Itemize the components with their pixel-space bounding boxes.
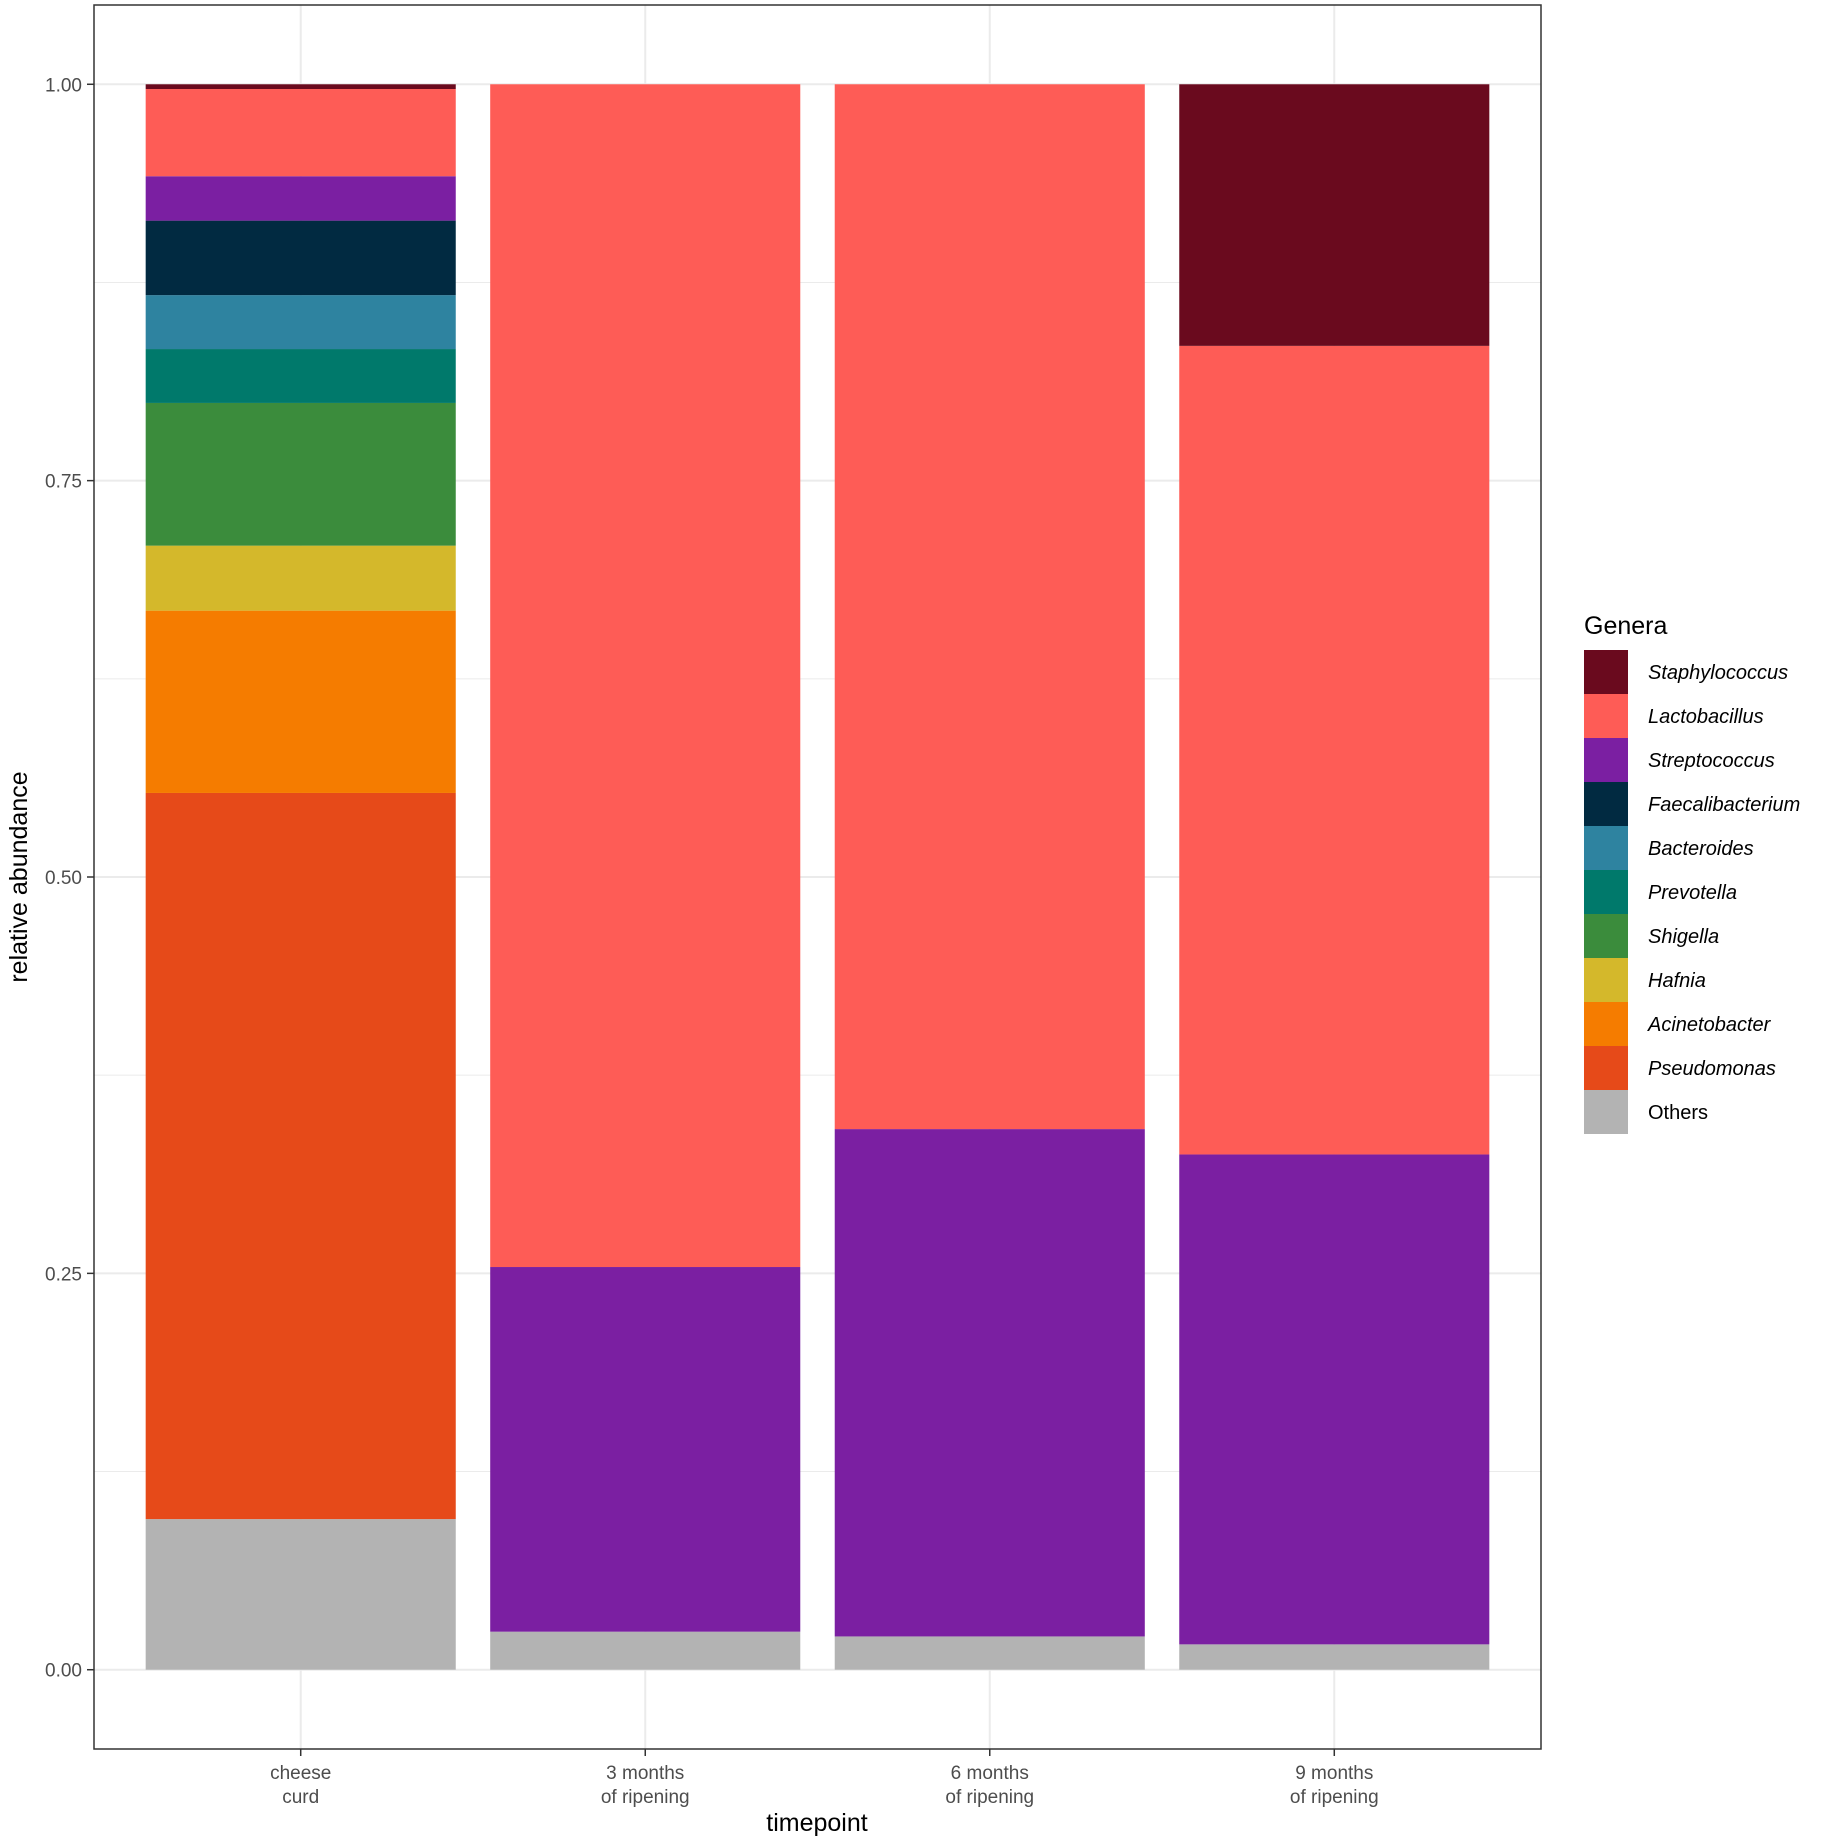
bar-segment-lactobacillus-3 [1179, 345, 1490, 1155]
x-tick-label: cheese [270, 1763, 331, 1784]
bar-segment-lactobacillus-2 [834, 84, 1145, 1130]
legend-label: Prevotella [1648, 882, 1737, 904]
legend-key-lactobacillus [1584, 694, 1628, 738]
y-axis-title: relative abundance [5, 771, 33, 982]
bar-segment-others-1 [490, 1631, 801, 1670]
x-tick-label: curd [282, 1787, 319, 1808]
legend-label: Others [1648, 1102, 1708, 1124]
bar-segment-staphylococcus-3 [1179, 84, 1490, 346]
x-axis: cheese curd 3 months of ripening 6 months of … [270, 1749, 1379, 1808]
legend-key-others [1584, 1090, 1628, 1134]
y-tick-label: 0.00 [45, 1661, 82, 1682]
bar-segment-acinetobacter-0 [145, 610, 456, 793]
bar-segment-pseudomonas-0 [145, 792, 456, 1520]
x-tick-label: of ripening [601, 1787, 690, 1808]
legend-label: Acinetobacter [1647, 1014, 1772, 1036]
bar-segment-hafnia-0 [145, 545, 456, 611]
bar-segment-others-2 [834, 1636, 1145, 1670]
bar-segment-streptococcus-0 [145, 176, 456, 221]
bar-segment-faecalibacterium-0 [145, 220, 456, 296]
y-tick-label: 1.00 [45, 75, 82, 96]
y-tick-label: 0.75 [45, 472, 82, 493]
legend-key-acinetobacter [1584, 1002, 1628, 1046]
legend-key-bacteroides [1584, 826, 1628, 870]
x-tick-label: of ripening [1290, 1787, 1379, 1808]
y-tick-label: 0.50 [45, 868, 82, 889]
legend-key-shigella [1584, 914, 1628, 958]
bar-segment-streptococcus-3 [1179, 1154, 1490, 1645]
legend-label: Shigella [1648, 926, 1719, 948]
legend-key-prevotella [1584, 870, 1628, 914]
legend-label: Bacteroides [1648, 838, 1754, 860]
bar-segment-lactobacillus-0 [145, 89, 456, 177]
bar-segment-streptococcus-1 [490, 1267, 801, 1632]
legend-title: Genera [1584, 612, 1667, 640]
x-tick-label: 9 months [1295, 1763, 1373, 1784]
legend-key-pseudomonas [1584, 1046, 1628, 1090]
bars [145, 84, 1490, 1670]
bar-segment-others-0 [145, 1519, 456, 1670]
legend: Genera Staphylococcus Lactobacillus Strept… [1584, 612, 1800, 1134]
legend-key-staphylococcus [1584, 650, 1628, 694]
bar-segment-shigella-0 [145, 402, 456, 546]
legend-label: Pseudomonas [1648, 1058, 1776, 1080]
legend-key-streptococcus [1584, 738, 1628, 782]
bar-segment-staphylococcus-0 [145, 84, 456, 90]
x-tick-label: 6 months [951, 1763, 1029, 1784]
bar-segment-others-3 [1179, 1644, 1490, 1670]
legend-label: Faecalibacterium [1648, 794, 1800, 816]
legend-label: Hafnia [1648, 970, 1706, 992]
bar-segment-lactobacillus-1 [490, 84, 801, 1268]
bar-segment-prevotella-0 [145, 349, 456, 403]
legend-label: Staphylococcus [1648, 662, 1788, 684]
x-tick-label: of ripening [945, 1787, 1034, 1808]
legend-label: Lactobacillus [1648, 706, 1764, 728]
x-axis-title: timepoint [766, 1809, 867, 1837]
y-axis: 0.00 0.25 0.50 0.75 1.00 [45, 75, 94, 1682]
y-tick-label: 0.25 [45, 1264, 82, 1285]
legend-items: Staphylococcus Lactobacillus Streptococcus… [1584, 650, 1800, 1134]
legend-key-hafnia [1584, 958, 1628, 1002]
x-tick-label: 3 months [606, 1763, 684, 1784]
bar-segment-streptococcus-2 [834, 1129, 1145, 1637]
bar-segment-bacteroides-0 [145, 295, 456, 350]
legend-key-faecalibacterium [1584, 782, 1628, 826]
legend-label: Streptococcus [1648, 750, 1775, 772]
